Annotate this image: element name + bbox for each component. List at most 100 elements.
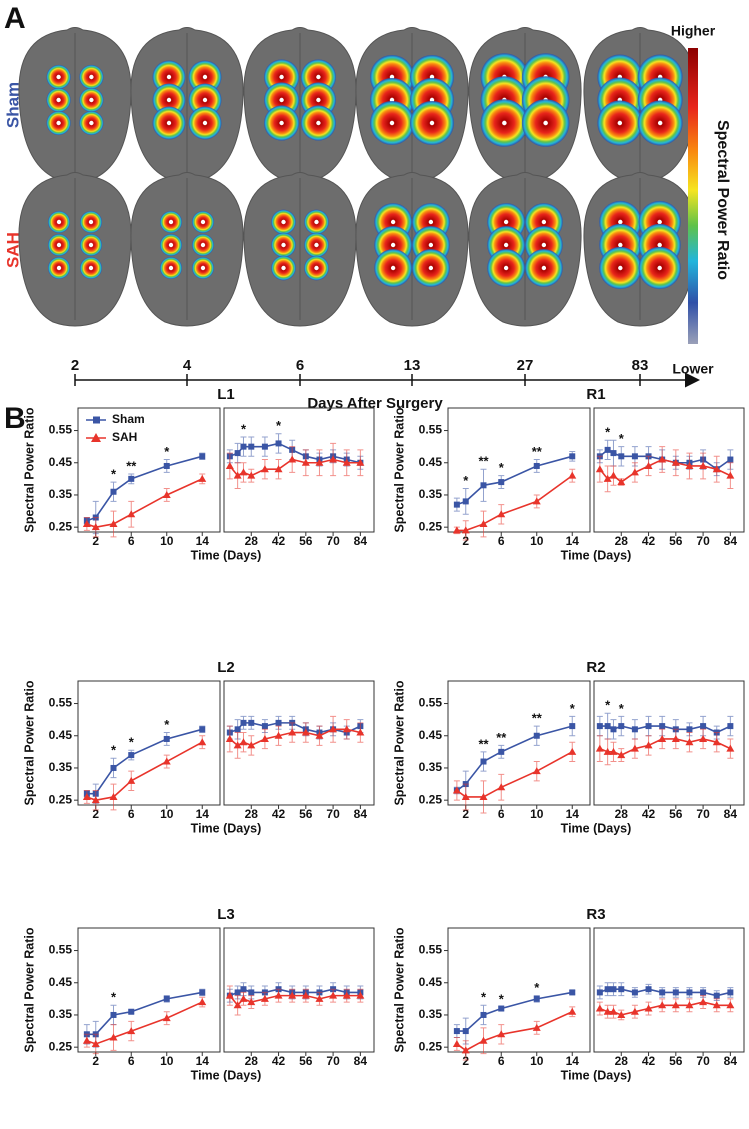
data-point: [199, 726, 206, 733]
data-point: [671, 458, 680, 466]
significance-mark: *: [164, 717, 170, 732]
data-point: [274, 731, 283, 739]
electrode: [316, 97, 321, 103]
x-tick-label: 28: [615, 1054, 629, 1068]
electrode: [657, 120, 663, 126]
x-tick-label: 84: [724, 534, 738, 548]
data-point: [91, 796, 100, 804]
x-axis-label: Time (Days): [191, 548, 262, 562]
data-point: [163, 995, 170, 1002]
colorbar-high: Higher: [671, 23, 716, 39]
electrode: [428, 265, 434, 271]
data-point: [239, 994, 248, 1002]
data-point: [128, 475, 135, 482]
electrode: [168, 242, 174, 248]
x-tick-label: 42: [642, 1054, 656, 1068]
significance-mark: *: [111, 467, 117, 482]
data-point: [659, 723, 666, 730]
electrode: [279, 120, 284, 126]
x-tick-label: 42: [642, 534, 656, 548]
y-axis-label: Spectral Power Ratio: [392, 927, 406, 1052]
significance-mark: *: [463, 473, 469, 488]
electrode: [541, 242, 547, 248]
electrode: [503, 265, 509, 271]
data-point: [596, 723, 603, 730]
plot-frame: [223, 927, 375, 1053]
electrode: [543, 120, 548, 126]
data-point: [247, 998, 256, 1006]
data-point: [631, 453, 638, 460]
x-tick-label: 2: [92, 534, 99, 548]
x-tick-label: 2: [462, 534, 469, 548]
data-point: [671, 734, 680, 742]
significance-mark: *: [499, 991, 505, 1006]
data-point: [82, 1036, 91, 1044]
data-point: [533, 995, 540, 1002]
electrode: [657, 242, 662, 248]
data-point: [128, 1008, 135, 1015]
plot-frame: [77, 407, 221, 533]
data-point: [685, 738, 694, 746]
x-tick-label: 6: [498, 807, 505, 821]
electrode: [166, 74, 172, 80]
electrode: [166, 97, 172, 103]
data-point: [659, 989, 666, 996]
y-tick-label: 0.35: [419, 487, 443, 501]
y-tick-label: 0.35: [419, 760, 443, 774]
data-point: [498, 479, 505, 486]
electrode: [316, 120, 321, 126]
x-tick-label: 2: [92, 1054, 99, 1068]
x-tick-label: 84: [354, 807, 368, 821]
x-tick-label: 2: [462, 1054, 469, 1068]
electrode: [168, 265, 174, 271]
data-point: [685, 1001, 694, 1009]
y-tick-label: 0.45: [419, 728, 443, 742]
x-tick-label: 14: [196, 534, 210, 548]
x-tick-label: 28: [615, 807, 629, 821]
electrode: [56, 242, 62, 248]
significance-mark: *: [619, 701, 625, 716]
data-point: [569, 453, 576, 460]
electrode: [389, 120, 395, 126]
brain-maps: [18, 27, 697, 327]
x-tick-label: 14: [566, 1054, 580, 1068]
data-point: [82, 519, 91, 527]
data-point: [497, 783, 506, 791]
data-point: [162, 1014, 171, 1022]
data-point: [618, 986, 625, 993]
data-point: [275, 440, 282, 447]
y-tick-label: 0.35: [49, 1007, 73, 1021]
data-point: [480, 482, 487, 489]
day-label: 27: [517, 357, 534, 374]
series-line: [456, 991, 573, 1032]
data-point: [199, 453, 206, 460]
data-point: [603, 747, 612, 755]
data-point: [453, 501, 460, 508]
data-point: [609, 747, 618, 755]
electrode: [279, 97, 284, 103]
data-point: [342, 458, 351, 466]
row-label: Sham: [3, 82, 22, 128]
chart-title: L1: [217, 386, 235, 403]
data-point: [274, 465, 283, 473]
significance-mark: *: [619, 431, 625, 446]
x-tick-label: 84: [354, 534, 368, 548]
data-point: [727, 989, 734, 996]
data-point: [609, 1007, 618, 1015]
data-point: [712, 1001, 721, 1009]
x-tick-label: 70: [326, 1054, 340, 1068]
series-line: [86, 1001, 203, 1045]
x-tick-label: 2: [92, 807, 99, 821]
x-tick-label: 42: [272, 534, 286, 548]
electrode: [428, 219, 434, 225]
y-tick-label: 0.55: [49, 943, 73, 957]
x-tick-label: 10: [160, 1054, 174, 1068]
data-point: [225, 991, 234, 999]
panel-label: A: [4, 2, 26, 35]
significance-mark: **: [496, 730, 507, 745]
day-label: 13: [404, 357, 421, 374]
x-tick-label: 42: [642, 807, 656, 821]
x-tick-label: 70: [326, 807, 340, 821]
x-tick-label: 56: [669, 1054, 683, 1068]
electrode: [168, 219, 174, 225]
